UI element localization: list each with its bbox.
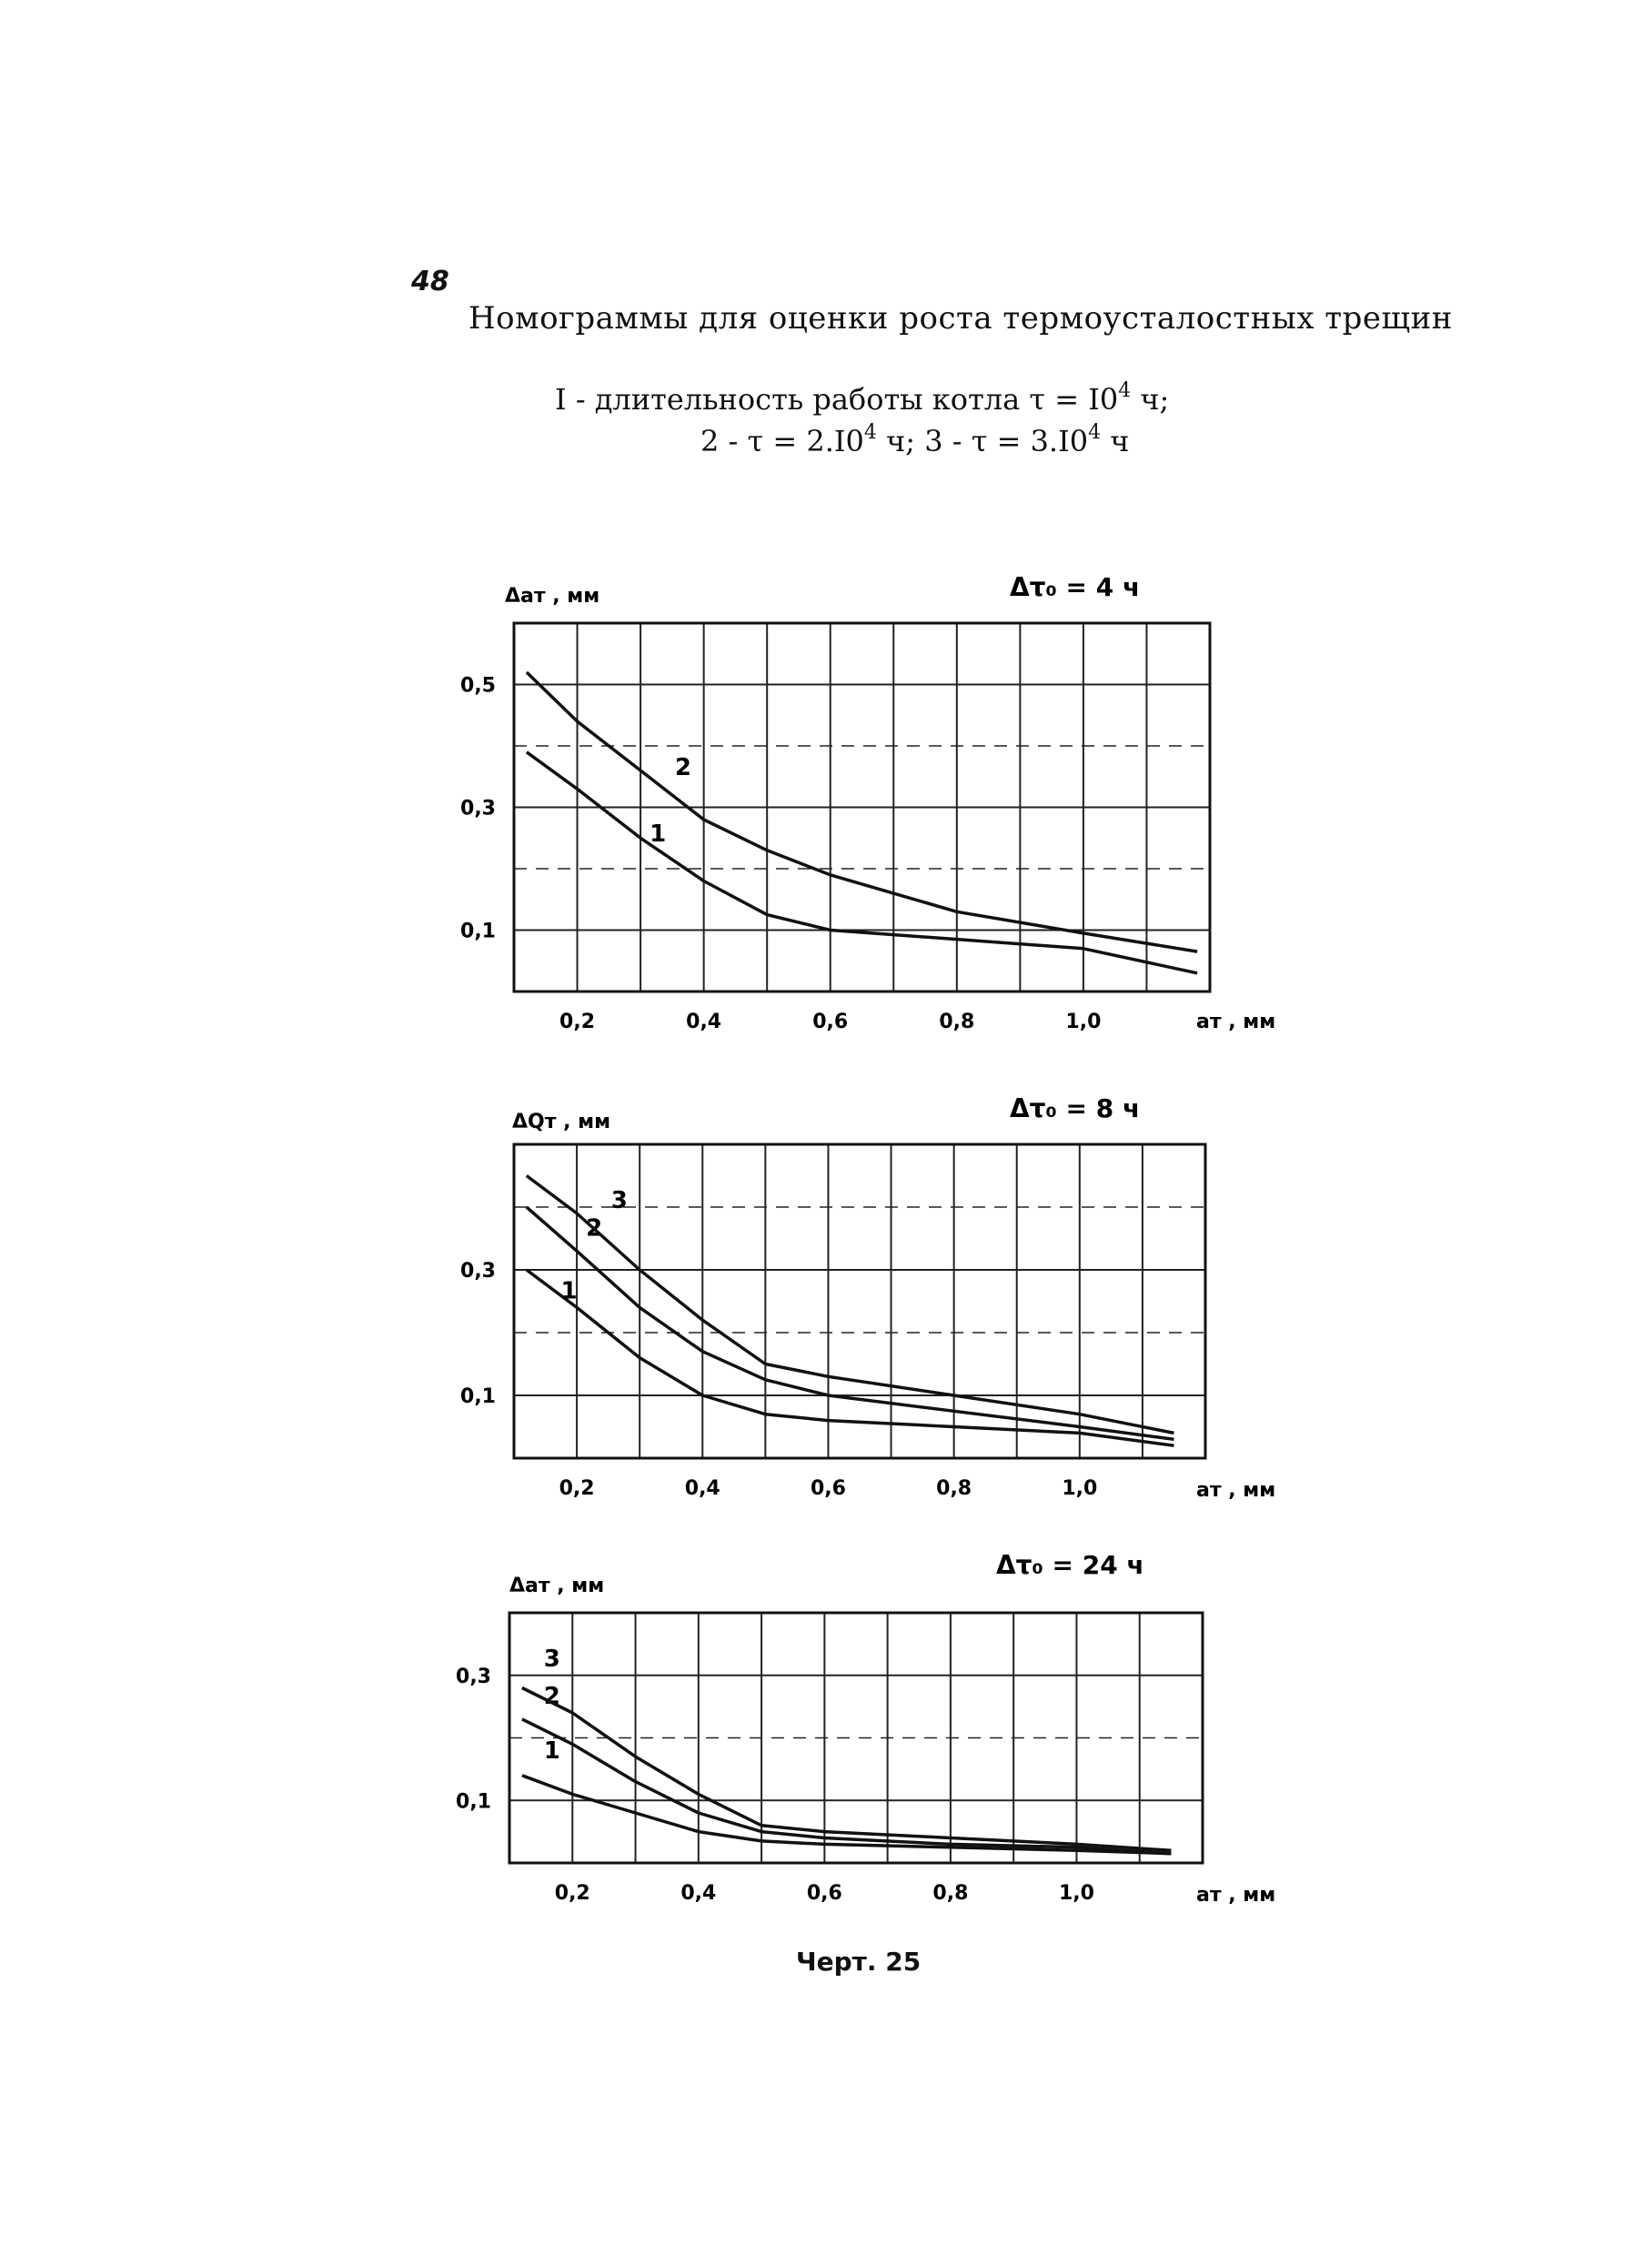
chart-2-xtick-label: 0,8 — [936, 1477, 972, 1500]
chart-2-series-2-line — [525, 1205, 1174, 1442]
chart-3-ytick-label: 0,3 — [456, 1666, 491, 1688]
chart-3-series-3-label: 3 — [544, 1646, 560, 1673]
chart-1-frame — [512, 621, 1212, 993]
chart-2-xtick-label: 0,2 — [559, 1477, 595, 1500]
chart-2-frame — [512, 1143, 1207, 1460]
chart-2-xtick-label: 0,4 — [685, 1477, 720, 1500]
legend-line-1-tail: ч; — [1131, 382, 1170, 417]
chart-2-series-3-label: 3 — [611, 1187, 628, 1214]
chart-2-xtick-label: 0,6 — [811, 1477, 846, 1500]
chart-3-series-2-line — [521, 1717, 1172, 1856]
chart-1-ytick-label: 0,3 — [460, 798, 496, 820]
chart-2-xtick-label: 1,0 — [1062, 1477, 1097, 1500]
chart-3-series-1-label: 1 — [544, 1737, 560, 1765]
chart-1-ytick-label: 0,1 — [460, 921, 496, 943]
legend-line-2-part-a: 2 - τ = 2.I0 — [700, 424, 864, 458]
chart-2-series-3-line — [525, 1174, 1174, 1435]
legend-line-2-part-c: ч — [1101, 424, 1130, 458]
chart-1-xtick-label: 0,6 — [812, 1011, 848, 1033]
page-number: 48 — [411, 266, 449, 297]
chart-3-ytick-label: 0,1 — [456, 1790, 491, 1813]
chart-1-series-1-line — [525, 750, 1198, 975]
legend-line-2-part-b: ч; 3 - τ = 3.I0 — [876, 424, 1089, 458]
chart-2-ylabel: ΔQт , мм — [512, 1111, 610, 1133]
chart-3-xtick-label: 0,4 — [680, 1882, 716, 1905]
chart-3-series-1-line — [521, 1774, 1172, 1856]
chart-3-series-3-line — [521, 1686, 1172, 1853]
chart-1-xtick-label: 1,0 — [1065, 1011, 1101, 1033]
chart-1-xlabel: aт , мм — [1196, 1011, 1275, 1033]
chart-3-ylabel: Δaт , мм — [509, 1575, 604, 1597]
chart-2-condition-label: Δτ₀ = 8 ч — [1010, 1093, 1140, 1123]
chart-3-xtick-label: 0,2 — [555, 1882, 590, 1905]
legend-line-1: I - длительность работы котла τ = I04 ч; — [555, 379, 1170, 417]
figure-caption: Черт. 25 — [796, 1947, 922, 1977]
chart-1-xtick-label: 0,8 — [939, 1011, 974, 1033]
chart-2-ytick-label: 0,3 — [460, 1260, 496, 1283]
chart-2-xlabel: aт , мм — [1196, 1479, 1275, 1502]
legend-line-2: 2 - τ = 2.I04 ч; 3 - τ = 3.I04 ч — [700, 421, 1130, 458]
chart-1-series-1-label: 1 — [650, 820, 666, 848]
chart-3-xtick-label: 1,0 — [1059, 1882, 1094, 1905]
chart-3-xlabel: aт , мм — [1196, 1884, 1275, 1907]
chart-2-series-1-line — [525, 1268, 1174, 1447]
chart-1-series-2-label: 2 — [675, 754, 691, 781]
chart-1-condition-label: Δτ₀ = 4 ч — [1010, 572, 1140, 602]
page-title: Номограммы для оценки роста термоусталос… — [468, 300, 1453, 337]
chart-2-ytick-label: 0,1 — [460, 1385, 496, 1408]
chart-1-xtick-label: 0,4 — [686, 1011, 721, 1033]
legend-line-2-exponent-b: 4 — [1088, 421, 1102, 444]
chart-3-xtick-label: 0,8 — [932, 1882, 968, 1905]
legend-line-2-exponent-a: 4 — [863, 421, 877, 444]
chart-1-series-2-line — [525, 670, 1198, 953]
legend-line-1-text: I - длительность работы котла τ = I0 — [555, 382, 1119, 417]
chart-2-series-1-label: 1 — [560, 1277, 577, 1304]
chart-1-ytick-label: 0,5 — [460, 675, 496, 698]
chart-1-ylabel: Δaт , мм — [505, 585, 599, 608]
legend-line-1-exponent: 4 — [1118, 379, 1132, 402]
chart-3-condition-label: Δτ₀ = 24 ч — [996, 1550, 1144, 1580]
chart-3-xtick-label: 0,6 — [807, 1882, 842, 1905]
chart-3-frame — [508, 1611, 1204, 1865]
chart-1-xtick-label: 0,2 — [559, 1011, 595, 1033]
